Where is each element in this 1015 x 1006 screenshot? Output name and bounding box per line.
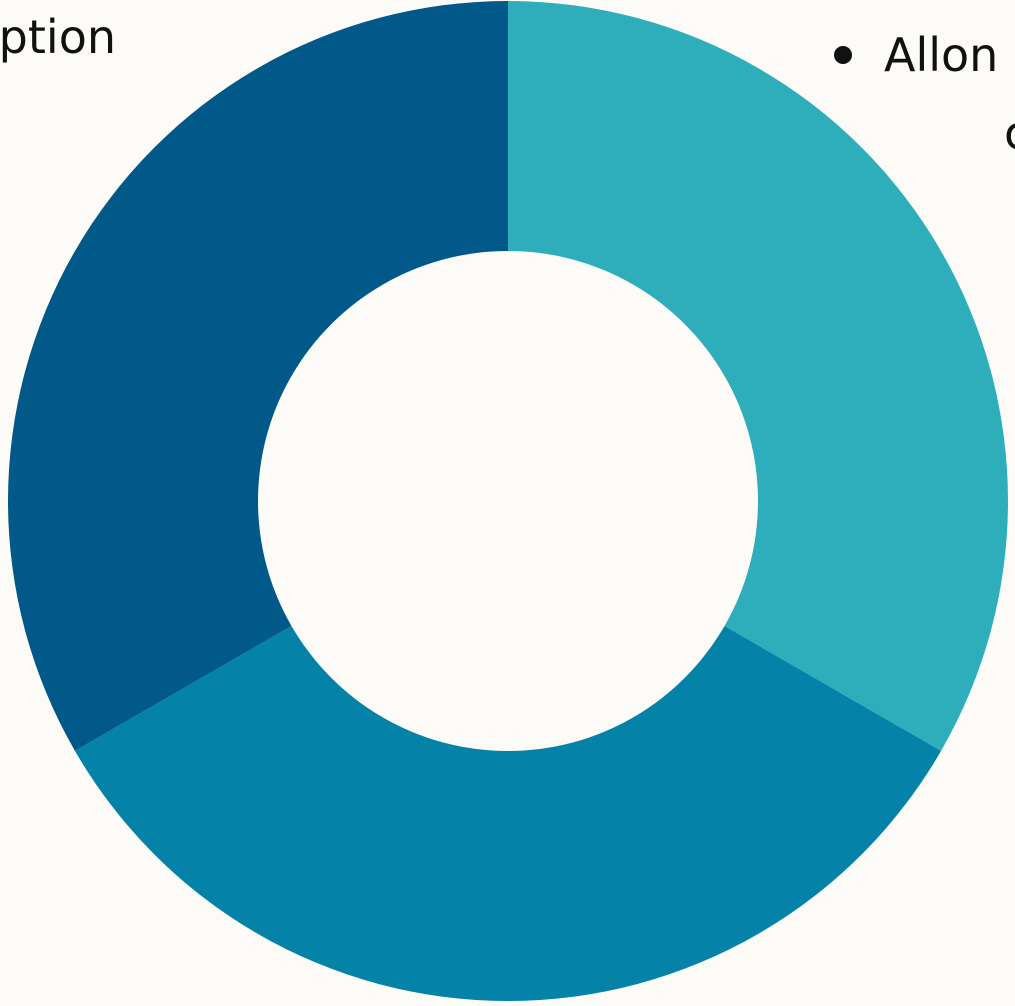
bullet-icon [834, 45, 852, 64]
legend-label-continuation: c [1004, 110, 1015, 156]
legend-label: Allon [884, 28, 999, 82]
donut-slice-1 [508, 1, 1009, 751]
donut-slice-3 [7, 1, 509, 751]
left-caption: ption [0, 10, 116, 64]
donut-slice-2 [74, 625, 942, 1002]
legend-item: Allon [834, 32, 998, 78]
